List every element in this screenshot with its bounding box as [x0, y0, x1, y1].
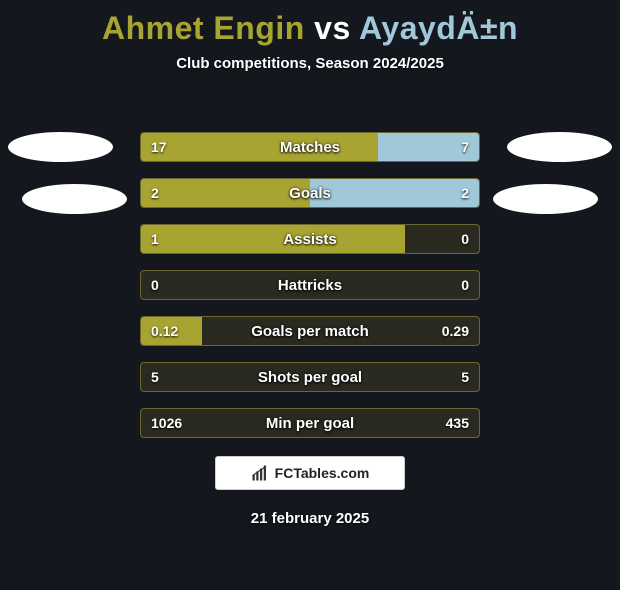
stat-row: 5 5Shots per goal [140, 362, 480, 392]
stat-value-left: 0 [141, 271, 169, 299]
stat-label: Shots per goal [141, 363, 479, 391]
stat-label: Hattricks [141, 271, 479, 299]
player1-marker-top [8, 132, 113, 162]
stat-row: 177Matches [140, 132, 480, 162]
player2-marker-top [507, 132, 612, 162]
stat-bar-right [378, 133, 479, 161]
player2-name: AyaydÄ±n [359, 10, 518, 46]
brand-logo-icon [251, 464, 269, 482]
stat-bar-left [141, 133, 378, 161]
stat-row: 22Goals [140, 178, 480, 208]
stat-bar-left [141, 225, 405, 253]
stat-row: 0 0Hattricks [140, 270, 480, 300]
stat-value-right: 0.29 [432, 317, 479, 345]
date-label: 21 february 2025 [0, 510, 620, 527]
vs-label: vs [314, 10, 351, 46]
subtitle: Club competitions, Season 2024/2025 [0, 55, 620, 72]
stat-value-left: 5 [141, 363, 169, 391]
player2-marker-bottom [493, 184, 598, 214]
player1-marker-bottom [22, 184, 127, 214]
stat-bar-right [310, 179, 479, 207]
stat-row: 0.120.29Goals per match [140, 316, 480, 346]
stat-value-right: 435 [436, 409, 479, 437]
stat-value-left: 1026 [141, 409, 192, 437]
comparison-title: Ahmet Engin vs AyaydÄ±n [0, 10, 620, 47]
stat-value-right: 0 [451, 271, 479, 299]
stat-row: 10Assists [140, 224, 480, 254]
stat-bar-left [141, 179, 310, 207]
stat-row: 1026 435Min per goal [140, 408, 480, 438]
stats-bars-container: 177Matches22Goals10Assists00Hattricks0.1… [140, 132, 480, 454]
player1-name: Ahmet Engin [102, 10, 305, 46]
stat-value-right: 0 [451, 225, 479, 253]
brand-badge: FCTables.com [215, 456, 405, 490]
stat-bar-left [141, 317, 202, 345]
brand-name: FCTables.com [275, 465, 370, 481]
stat-label: Min per goal [141, 409, 479, 437]
stat-value-right: 5 [451, 363, 479, 391]
